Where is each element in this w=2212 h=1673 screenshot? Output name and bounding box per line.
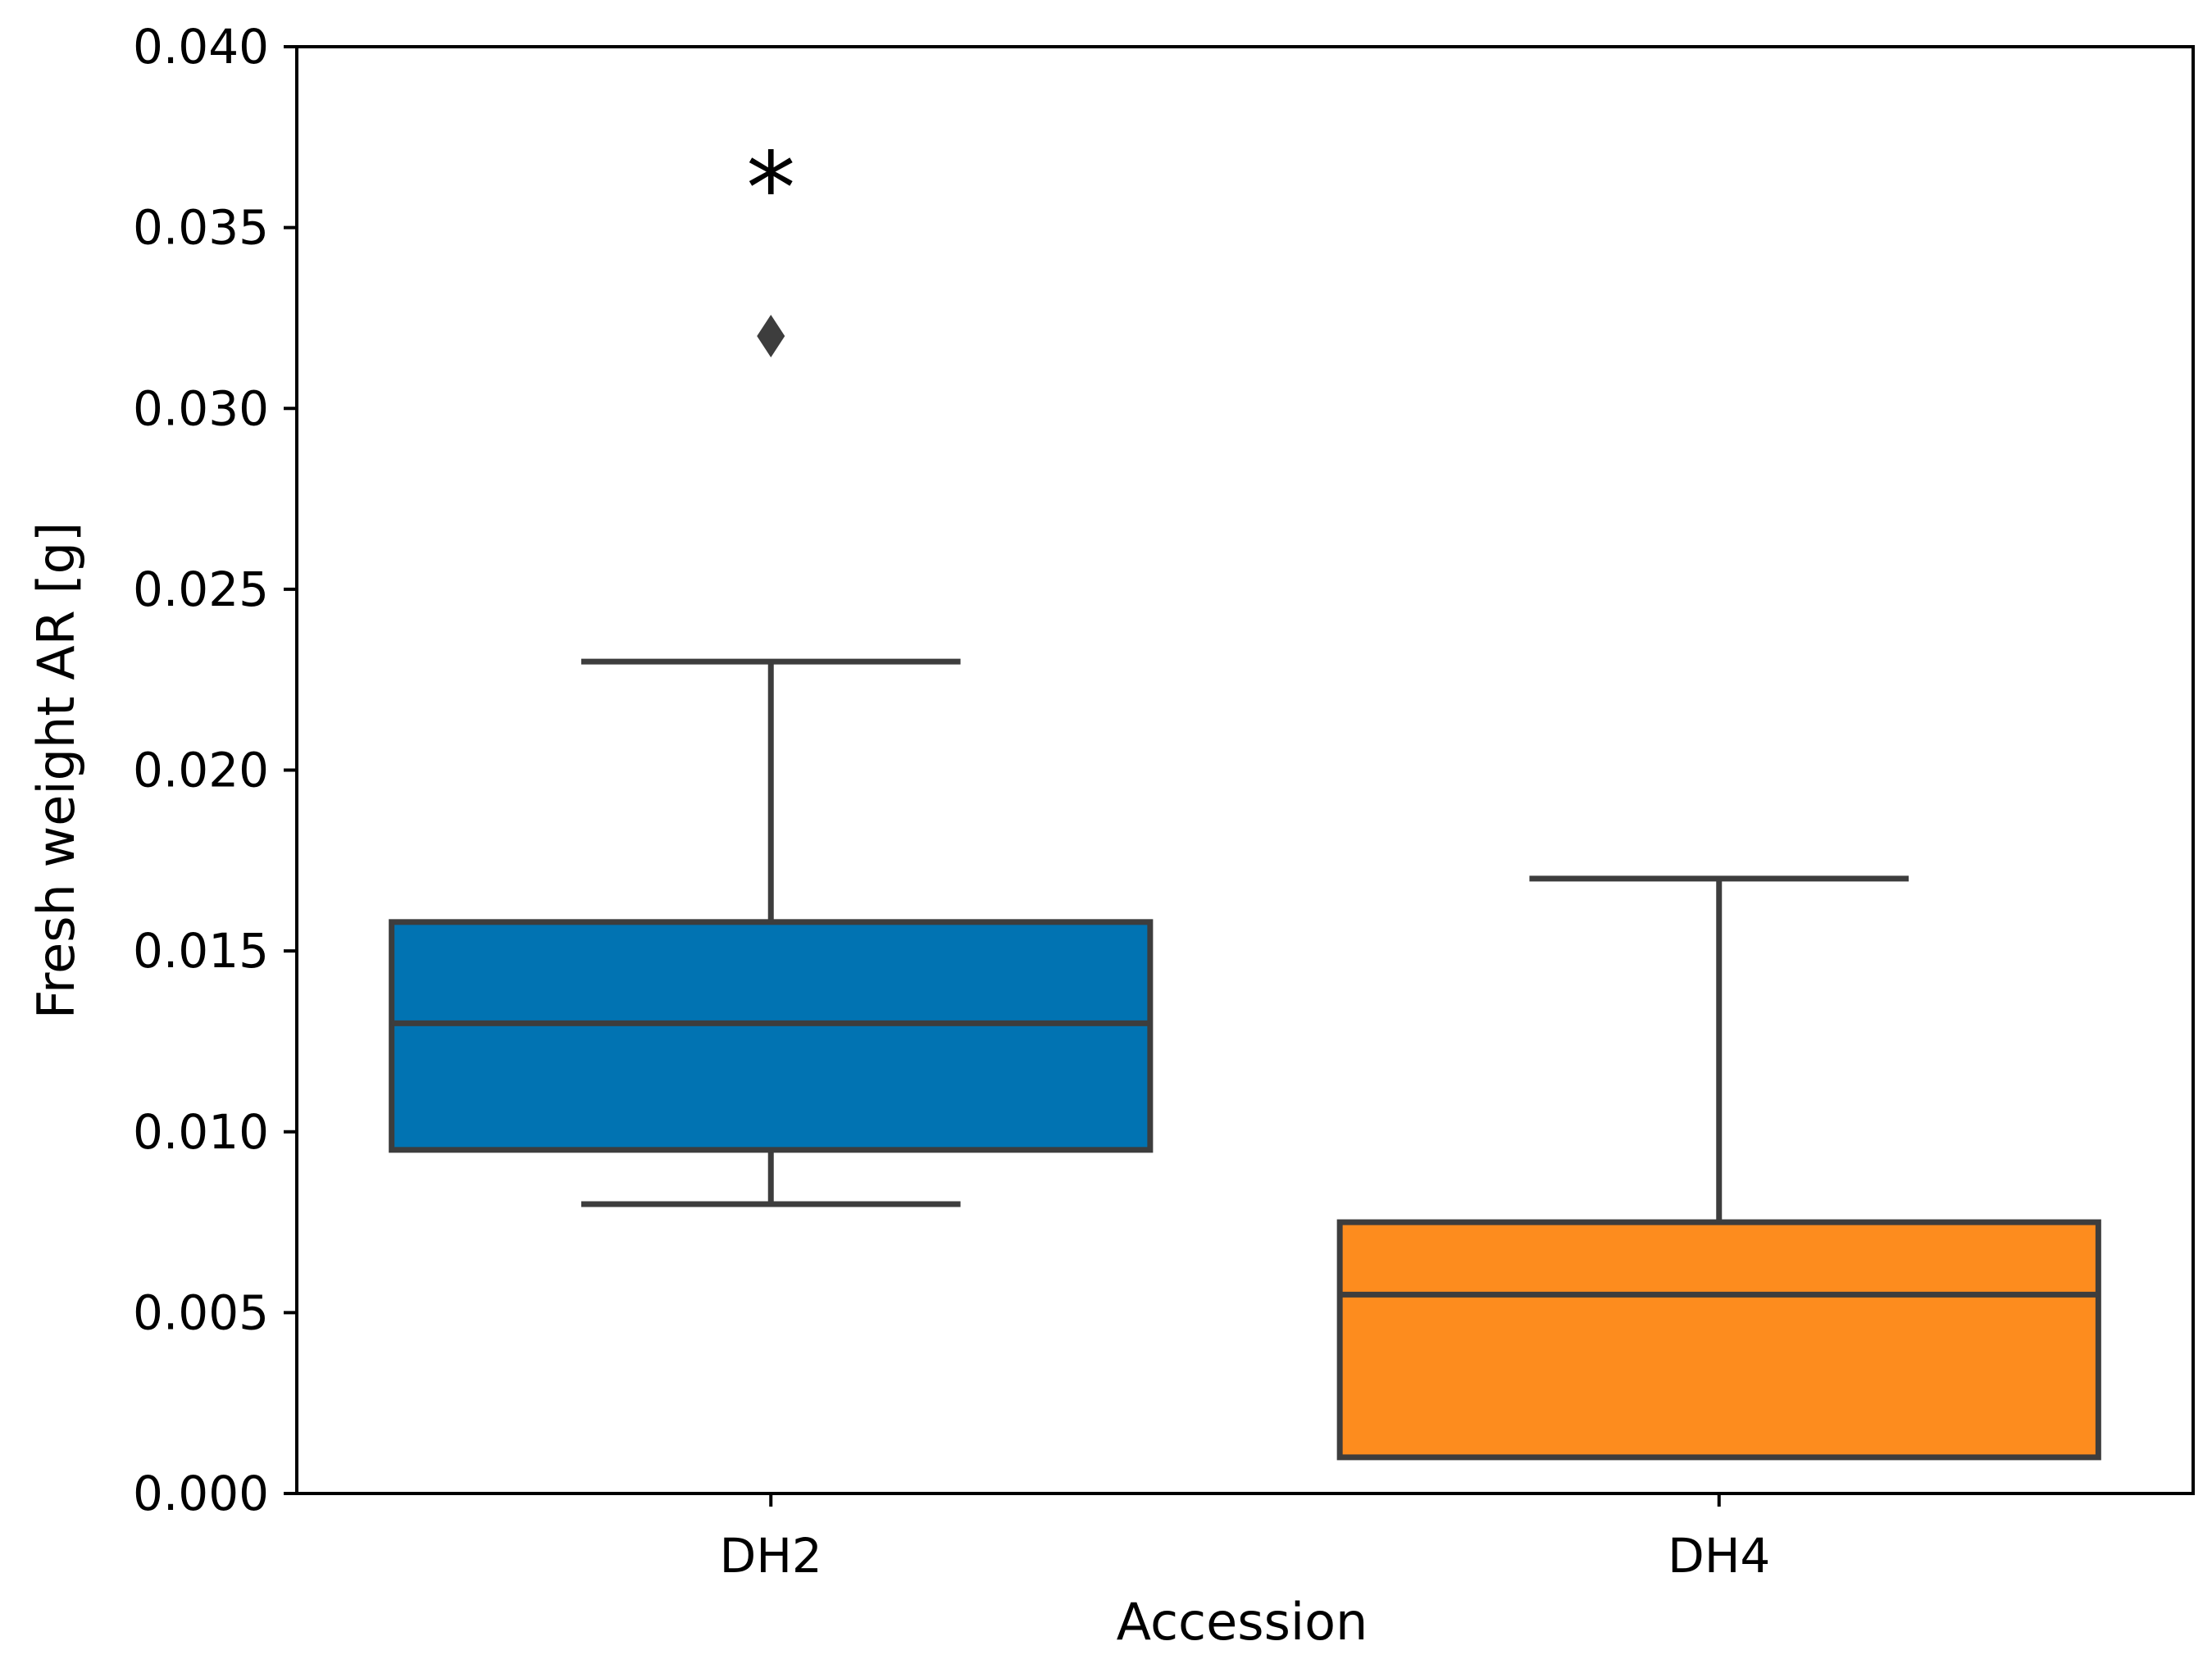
box-iqr bbox=[389, 919, 1154, 1153]
x-tick-label: DH4 bbox=[1668, 1528, 1770, 1584]
y-tick-label: 0.010 bbox=[133, 1104, 269, 1160]
annotations: * bbox=[746, 132, 795, 246]
box-dh4 bbox=[1336, 875, 2101, 1461]
y-tick-label: 0.005 bbox=[133, 1284, 269, 1340]
plot-frame bbox=[295, 45, 2195, 1495]
y-axis-ticks: 0.000 0.005 0.010 0.015 0.020 0.025 0.030 0.035… bbox=[133, 19, 297, 1521]
significance-asterisk: * bbox=[746, 132, 795, 246]
box-dh2 bbox=[389, 315, 1154, 1207]
y-tick-label: 0.020 bbox=[133, 743, 269, 798]
outlier-point bbox=[757, 315, 785, 357]
x-axis-label: Accession bbox=[1117, 1592, 1368, 1652]
y-tick-label: 0.035 bbox=[133, 200, 269, 256]
y-tick-label: 0.015 bbox=[133, 923, 269, 979]
y-tick-label: 0.025 bbox=[133, 561, 269, 617]
box-plot-series bbox=[389, 315, 2101, 1461]
y-tick-label: 0.000 bbox=[133, 1466, 269, 1521]
x-axis-ticks: DH2 DH4 bbox=[720, 1493, 1770, 1584]
y-tick-label: 0.040 bbox=[133, 19, 269, 75]
y-axis-label: Fresh weight AR [g] bbox=[26, 522, 86, 1019]
y-tick-label: 0.030 bbox=[133, 380, 269, 436]
x-tick-label: DH2 bbox=[720, 1528, 822, 1584]
box-iqr bbox=[1336, 1219, 2101, 1461]
